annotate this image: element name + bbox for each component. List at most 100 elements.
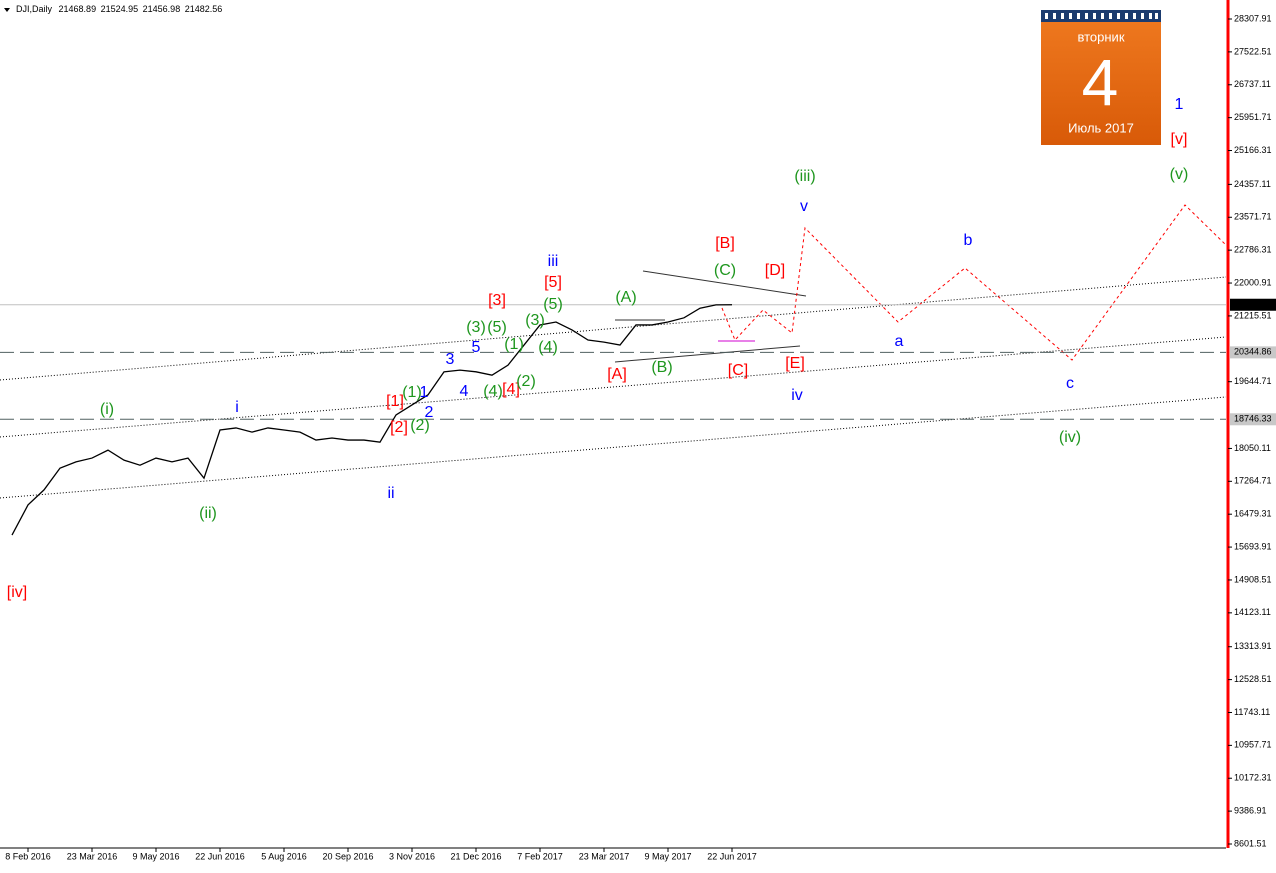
wave-label: [iv] [7, 584, 27, 601]
y-tick-label: 23571.71 [1234, 212, 1272, 222]
x-tick-label: 9 May 2016 [132, 851, 179, 861]
x-tick-label: 9 May 2017 [644, 851, 691, 861]
wave-label: i [235, 399, 239, 416]
calendar-weekday: вторник [1077, 29, 1124, 44]
wave-label: [v] [1171, 131, 1188, 148]
y-tick-label: 13313.91 [1234, 641, 1272, 651]
levels [0, 304, 1226, 420]
level-label: 18746.33 [1234, 414, 1272, 424]
x-axis: 8 Feb 2016 23 Mar 2016 9 May 2016 22 Jun 20… [5, 848, 757, 861]
low: 21456.98 [143, 4, 181, 14]
triangle-line [642, 270, 807, 297]
calendar-month: Июль 2017 [1068, 120, 1134, 135]
wave-label: (5) [543, 296, 563, 313]
x-tick-label: 22 Jun 2016 [195, 851, 245, 861]
triangle-line [614, 345, 801, 363]
y-tick-label: 15693.91 [1234, 541, 1272, 551]
y-tick-label: 18050.11 [1234, 443, 1271, 453]
price-line [11, 304, 733, 536]
y-tick-label: 10957.71 [1234, 740, 1272, 750]
wave-label: (B) [651, 359, 672, 376]
x-tick-label: 22 Jun 2017 [707, 851, 757, 861]
x-tick-label: 5 Aug 2016 [261, 851, 307, 861]
wave-label: [E] [785, 355, 805, 372]
wave-label: (1) [504, 336, 524, 353]
wave-label: [1] [386, 393, 404, 410]
calendar-body [1041, 10, 1161, 145]
wave-label: iii [548, 253, 559, 270]
x-tick-label: 23 Mar 2017 [579, 851, 630, 861]
y-tick-label: 19644.71 [1234, 376, 1272, 386]
wave-label: (ii) [199, 505, 217, 522]
y-tick-label: 26737.11 [1234, 79, 1271, 89]
y-tick-label: 16479.31 [1234, 509, 1272, 519]
level-label: 21482.56 [1234, 299, 1272, 309]
wave-label: [5] [544, 274, 562, 291]
y-tick-label: 24357.11 [1234, 179, 1271, 189]
y-tick-label: 22000.91 [1234, 277, 1272, 287]
wave-label: [B] [715, 235, 735, 252]
y-tick-label: 8601.51 [1234, 838, 1267, 848]
x-tick-label: 8 Feb 2016 [5, 851, 51, 861]
symbol: DJI,Daily [16, 4, 53, 14]
price-series [11, 304, 733, 536]
wave-label: (3) [466, 319, 486, 336]
open: 21468.89 [59, 4, 97, 14]
wave-label: (5) [487, 319, 507, 336]
wave-label: 1 [420, 384, 429, 401]
y-tick-label: 25951.71 [1234, 112, 1272, 122]
wave-label: [3] [488, 292, 506, 309]
menu-arrow [4, 8, 10, 12]
wave-label: (v) [1170, 166, 1189, 183]
wave-label: 2 [425, 404, 434, 421]
wave-label: [C] [728, 362, 748, 379]
y-tick-label: 22786.31 [1234, 245, 1272, 255]
y-axis: 28307.91 27522.51 26737.11 25951.71 25166.31… [1228, 13, 1276, 848]
level-label: 20344.86 [1234, 347, 1272, 357]
wave-label: (C) [714, 262, 736, 279]
channel-line [0, 396, 1227, 499]
y-tick-label: 17264.71 [1234, 476, 1272, 486]
calendar-ring-holes [1045, 13, 1158, 19]
wave-label: (2) [516, 373, 536, 390]
x-tick-label: 23 Mar 2016 [67, 851, 118, 861]
channel-line [0, 336, 1227, 438]
wave-label: 1 [1175, 96, 1184, 113]
x-tick-label: 7 Feb 2017 [517, 851, 563, 861]
x-tick-label: 20 Sep 2016 [322, 851, 373, 861]
channel-lines [0, 276, 1227, 499]
wave-label: b [964, 232, 973, 249]
wave-label: 4 [460, 383, 469, 400]
wave-label: (2) [410, 417, 430, 434]
wave-label: (iii) [794, 168, 815, 185]
y-tick-label: 14908.51 [1234, 574, 1272, 584]
y-tick-label: 21215.51 [1234, 310, 1272, 320]
wave-label: [D] [765, 262, 785, 279]
wave-label: [4] [502, 381, 520, 398]
wave-label: [A] [607, 366, 627, 383]
calendar-widget: вторник 4 Июль 2017 [1041, 10, 1161, 145]
wave-label: iv [791, 387, 803, 404]
x-tick-label: 3 Nov 2016 [389, 851, 435, 861]
forecast-path [721, 204, 1227, 361]
wave-label: (4) [538, 339, 558, 356]
y-tick-label: 12528.51 [1234, 674, 1272, 684]
y-tick-label: 11743.11 [1234, 707, 1270, 717]
wave-label: [2] [390, 419, 408, 436]
wave-label: v [800, 198, 808, 215]
wave-label: (iv) [1059, 429, 1081, 446]
level-marker [1230, 298, 1276, 311]
channel-line [0, 276, 1227, 381]
y-tick-label: 10172.31 [1234, 773, 1272, 783]
y-tick-label: 25166.31 [1234, 145, 1272, 155]
level-marker [1230, 346, 1276, 359]
calendar-day: 4 [1082, 45, 1119, 119]
wave-label: (i) [100, 401, 114, 418]
y-tick-label: 28307.91 [1234, 13, 1272, 23]
wave-label: c [1066, 375, 1074, 392]
wave-label: ii [387, 485, 394, 502]
wave-label: (1) [402, 384, 422, 401]
close: 21482.56 [185, 4, 223, 14]
